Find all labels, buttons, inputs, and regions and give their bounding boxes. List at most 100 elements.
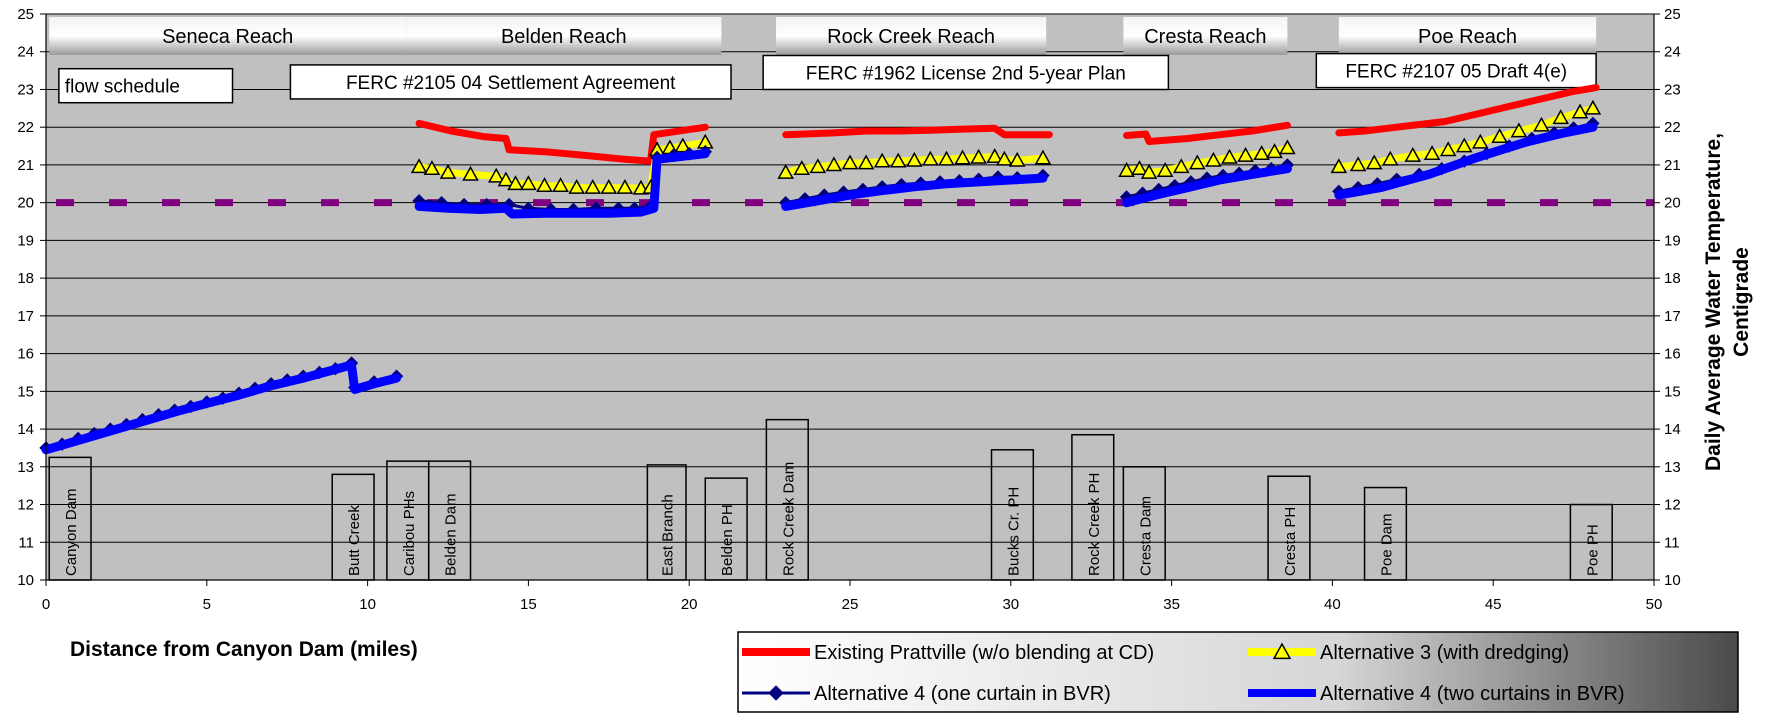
x-tick-label: 45 xyxy=(1485,596,1502,613)
data-point-triangle xyxy=(674,137,692,153)
y-tick-label-left: 24 xyxy=(17,44,34,61)
x-tick-label: 35 xyxy=(1163,596,1180,613)
y-tick-label-right: 13 xyxy=(1664,459,1681,476)
data-point-triangle xyxy=(938,150,955,166)
legend-marker-diamond xyxy=(768,685,784,701)
data-point-triangle xyxy=(1365,154,1383,170)
x-tick-label: 50 xyxy=(1646,596,1663,613)
y-tick-label-left: 17 xyxy=(17,308,34,325)
x-tick-label: 10 xyxy=(359,596,376,613)
data-point-triangle xyxy=(1382,150,1399,166)
y-tick-label-right: 17 xyxy=(1664,308,1681,325)
data-point-triangle xyxy=(616,179,634,194)
y-tick-label-left: 16 xyxy=(17,346,34,363)
series-line xyxy=(41,360,401,455)
data-point-triangle xyxy=(1008,151,1026,167)
reach-header xyxy=(776,17,1047,55)
landmark-label: Poe Dam xyxy=(1378,513,1395,576)
series-2 xyxy=(410,99,1602,195)
reach-label: Poe Reach xyxy=(1418,26,1517,48)
reach-label: Rock Creek Reach xyxy=(827,26,995,48)
y-tick-label-right: 16 xyxy=(1664,346,1681,363)
data-point-triangle xyxy=(809,158,827,174)
data-point-triangle xyxy=(1404,146,1422,162)
landmark-label: Rock Creek PH xyxy=(1086,473,1103,576)
y-tick-label-left: 15 xyxy=(17,383,34,400)
series-line xyxy=(1123,121,1291,145)
data-point-triangle xyxy=(1423,145,1441,160)
data-point-triangle xyxy=(1510,122,1528,138)
data-point-triangle xyxy=(552,177,569,193)
data-point-triangle xyxy=(1472,133,1489,149)
y-tick-label-right: 11 xyxy=(1664,534,1680,551)
landmark-label: Cresta PH xyxy=(1282,507,1299,576)
reach-header xyxy=(49,17,407,55)
legend-label: Alternative 4 (one curtain in BVR) xyxy=(814,683,1111,705)
data-point-triangle xyxy=(889,152,907,168)
data-point-triangle xyxy=(1205,151,1222,167)
schedule-box xyxy=(762,54,1170,91)
x-tick-label: 15 xyxy=(520,596,537,613)
data-point-triangle xyxy=(970,148,987,164)
data-point-triangle xyxy=(1455,137,1473,153)
schedule-label: flow schedule xyxy=(65,77,180,98)
x-axis-title: Distance from Canyon Dam (miles) xyxy=(70,638,418,661)
landmark-label: Belden PH xyxy=(719,504,736,576)
data-point-triangle xyxy=(1253,145,1270,160)
reach-header xyxy=(1123,17,1288,55)
data-point-triangle xyxy=(922,150,939,166)
y-tick-label-right: 24 xyxy=(1664,44,1681,61)
data-point-triangle xyxy=(906,151,923,167)
series-line xyxy=(782,124,1053,139)
data-point-triangle xyxy=(1172,158,1190,174)
y-tick-label-right: 18 xyxy=(1664,270,1681,287)
y-axis-title-line2: Centigrade xyxy=(1730,247,1753,357)
data-point-triangle xyxy=(1118,162,1135,177)
plot-area xyxy=(46,14,1654,580)
data-point-triangle xyxy=(996,150,1013,166)
y-tick-label-left: 23 xyxy=(17,81,34,98)
data-point-triangle xyxy=(584,179,601,194)
schedule-label: FERC #2105 04 Settlement Agreement xyxy=(346,73,676,94)
y-tick-label-right: 21 xyxy=(1664,157,1681,174)
data-point-triangle xyxy=(487,167,505,183)
y-tick-label-right: 19 xyxy=(1664,232,1681,249)
schedule-box xyxy=(58,67,234,104)
landmark-label: East Branch xyxy=(660,494,677,576)
data-point-triangle xyxy=(1491,128,1508,143)
legend-item: Existing Prattville (w/o blending at CD) xyxy=(742,642,1154,664)
reach-label: Cresta Reach xyxy=(1144,26,1266,48)
data-point-triangle xyxy=(536,177,553,193)
y-tick-label-right: 25 xyxy=(1664,6,1681,23)
data-point-triangle xyxy=(410,158,428,174)
y-tick-label-left: 10 xyxy=(17,572,34,589)
y-tick-label-left: 21 xyxy=(17,157,34,174)
data-point-triangle xyxy=(1156,162,1174,177)
y-tick-label-right: 22 xyxy=(1664,119,1681,136)
legend-label: Alternative 3 (with dredging) xyxy=(1320,642,1569,664)
x-tick-label: 0 xyxy=(42,596,50,613)
data-point-triangle xyxy=(1189,154,1206,170)
data-point-triangle xyxy=(841,154,859,170)
y-tick-label-left: 13 xyxy=(17,459,34,476)
reach-header xyxy=(1338,17,1597,55)
legend-box xyxy=(737,631,1739,713)
data-point-triangle xyxy=(1439,141,1457,157)
data-point-triangle xyxy=(600,179,618,194)
data-point-triangle xyxy=(1221,148,1238,164)
legend-label: Existing Prattville (w/o blending at CD) xyxy=(814,642,1154,664)
landmark-label: Caribou PHs xyxy=(401,491,418,576)
landmark-label: Poe PH xyxy=(1584,524,1601,576)
landmark-label: Bucks Cr. PH xyxy=(1005,487,1022,576)
series-line xyxy=(1335,84,1600,137)
y-tick-label-right: 14 xyxy=(1664,421,1681,438)
x-tick-label: 30 xyxy=(1002,596,1019,613)
data-point-triangle xyxy=(1533,116,1550,132)
y-tick-label-right: 12 xyxy=(1664,497,1681,514)
y-tick-label-left: 22 xyxy=(17,119,34,136)
series-line xyxy=(1334,122,1598,200)
reach-header xyxy=(406,17,722,55)
legend-item: Alternative 3 (with dredging) xyxy=(1248,642,1569,664)
